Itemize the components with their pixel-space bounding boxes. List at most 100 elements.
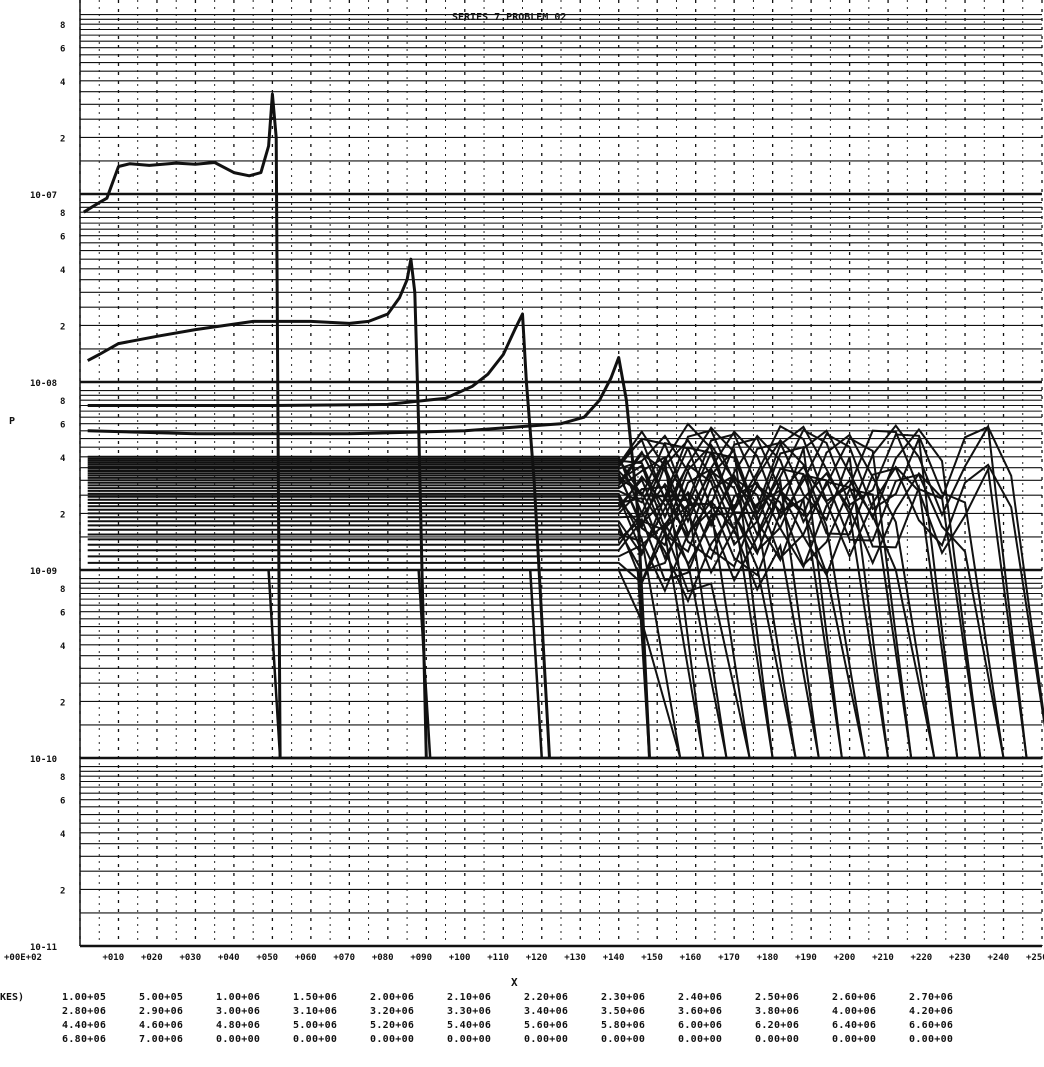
key-value: 2.90+06: [139, 1006, 184, 1017]
key-value: 3.50+06: [601, 1006, 646, 1017]
series-lines: [82, 92, 1044, 760]
y-tick-label: 4: [60, 266, 66, 276]
y-tick-label: 10-11: [30, 943, 57, 953]
key-value: 5.80+06: [601, 1020, 646, 1031]
band-line: [87, 492, 682, 759]
x-axis-label: X: [511, 976, 518, 989]
band-line: [87, 511, 797, 759]
x-tick-label: +180: [757, 953, 779, 963]
band-line: [87, 447, 774, 759]
key-value: 4.20+06: [909, 1006, 954, 1017]
key-value: 2.10+06: [447, 992, 492, 1003]
y-tick-label: 8: [60, 397, 65, 407]
x-tick-label: +130: [564, 953, 586, 963]
key-value: 6.00+06: [678, 1020, 723, 1031]
band-line: [87, 519, 751, 759]
band-line: [87, 433, 936, 759]
log-plot: SERIES 7 PROBLEM 02 P 10-11246810-102468…: [4, 0, 1044, 963]
y-tick-label: 4: [60, 78, 66, 88]
band-line: [87, 422, 1044, 724]
y-tick-label: 2: [60, 510, 65, 520]
x-tick-label: +140: [603, 953, 625, 963]
band-line: [87, 475, 959, 759]
x-tick-labels: +00E+02 +010 +020 +030 +040 +050 +060 +070 +080 +…: [4, 953, 1044, 963]
key-value: 0.00+00: [524, 1034, 569, 1045]
key-value: 2.40+06: [678, 992, 723, 1003]
key-value: 0.00+00: [678, 1034, 723, 1045]
drop-line: [417, 569, 432, 759]
band-line: [87, 427, 982, 759]
band-line: [87, 465, 1028, 759]
band-line: [87, 522, 728, 759]
drop-line: [267, 569, 282, 759]
band-line: [87, 569, 682, 759]
key-value: 5.60+06: [524, 1020, 569, 1031]
y-tick-label: 2: [60, 134, 65, 144]
band-line: [87, 455, 728, 759]
x-tick-label: +120: [526, 953, 548, 963]
y-tick-label: 6: [60, 233, 65, 243]
key-value: 3.20+06: [370, 1006, 415, 1017]
key-row: 6.80+06 7.00+06 0.00+00 0.00+00 0.00+00 0.00+…: [0, 1034, 1044, 1048]
y-tick-label: 6: [60, 609, 65, 619]
y-tick-label: 4: [60, 454, 66, 464]
key-value: 4.80+06: [216, 1020, 261, 1031]
band-line: [87, 423, 1028, 759]
y-tick-label: 8: [60, 21, 65, 31]
x-tick-label: +040: [218, 953, 240, 963]
x-tick-label: +200: [834, 953, 856, 963]
x-tick-label: +220: [911, 953, 933, 963]
key-value: 3.30+06: [447, 1006, 492, 1017]
drop-line: [636, 569, 651, 759]
key-value: 0.00+00: [832, 1034, 877, 1045]
band-line: [87, 488, 890, 759]
x-tick-label: +160: [680, 953, 702, 963]
key-value: 5.40+06: [447, 1020, 492, 1031]
y-tick-label: 4: [60, 830, 66, 840]
band-line: [87, 469, 1005, 759]
key-value: 1.50+06: [293, 992, 338, 1003]
key-value: 0.00+00: [216, 1034, 261, 1045]
key-value: 3.60+06: [678, 1006, 723, 1017]
y-tick-label: 8: [60, 585, 65, 595]
y-axis-label: P: [9, 416, 15, 427]
x-tick-label: +090: [410, 953, 432, 963]
x-tick-label: +240: [988, 953, 1010, 963]
key-value: 1.00+06: [216, 992, 261, 1003]
series-line: [86, 257, 428, 759]
x-tick-label: +150: [641, 953, 663, 963]
key-value: 5.00+05: [139, 992, 184, 1003]
key-value: 2.50+06: [755, 992, 800, 1003]
band-line: [87, 490, 866, 759]
y-tick-labels: 10-11246810-10246810-09246810-08246810-0…: [30, 21, 66, 953]
key-value: 0.00+00: [909, 1034, 954, 1045]
band-line: [87, 443, 820, 759]
key-row: 2.80+06 2.90+06 3.00+06 3.10+06 3.20+06 3.30+…: [0, 1006, 1044, 1020]
y-tick-label: 10-08: [30, 379, 57, 389]
key-label: KES): [0, 992, 25, 1003]
x-tick-label: +100: [449, 953, 471, 963]
x-tick-label: +250: [1026, 953, 1044, 963]
band-line: [87, 434, 913, 759]
key-value: 2.20+06: [524, 992, 569, 1003]
key-value: 3.80+06: [755, 1006, 800, 1017]
key-value: 4.60+06: [139, 1020, 184, 1031]
x-tick-label: +080: [372, 953, 394, 963]
y-tick-label: 6: [60, 421, 65, 431]
series-line: [87, 312, 551, 759]
x-tick-label: +070: [333, 953, 355, 963]
key-value: 3.10+06: [293, 1006, 338, 1017]
key-value: 7.00+06: [139, 1034, 184, 1045]
x-tick-label: +010: [102, 953, 124, 963]
band-line: [87, 441, 890, 759]
key-value: 5.00+06: [293, 1020, 338, 1031]
band-line: [87, 456, 705, 759]
series-line: [82, 92, 282, 759]
x-tick-label: +030: [179, 953, 201, 963]
key-value: 5.20+06: [370, 1020, 415, 1031]
y-tick-label: 6: [60, 45, 65, 55]
band-line: [87, 463, 1044, 728]
key-value: 0.00+00: [447, 1034, 492, 1045]
key-row: 4.40+06 4.60+06 4.80+06 5.00+06 5.20+06 5.40+…: [0, 1020, 1044, 1034]
y-tick-label: 2: [60, 698, 65, 708]
